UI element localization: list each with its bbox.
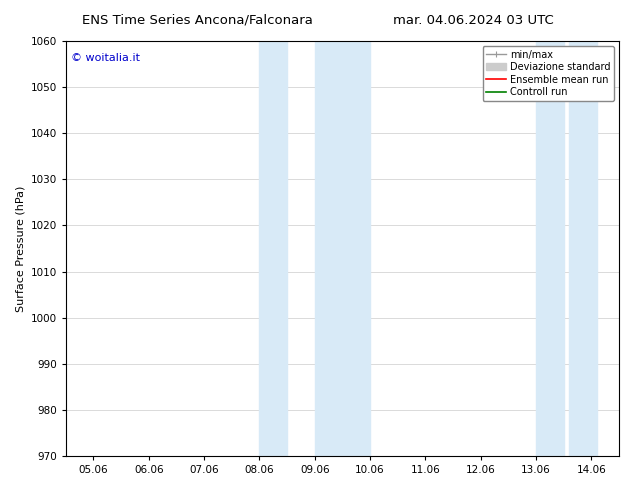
Y-axis label: Surface Pressure (hPa): Surface Pressure (hPa)	[15, 185, 25, 312]
Bar	[569, 41, 597, 456]
Bar	[259, 41, 287, 456]
Bar	[314, 41, 370, 456]
Text: © woitalia.it: © woitalia.it	[72, 53, 140, 64]
Bar	[536, 41, 564, 456]
Legend: min/max, Deviazione standard, Ensemble mean run, Controll run: min/max, Deviazione standard, Ensemble m…	[482, 46, 614, 101]
Text: mar. 04.06.2024 03 UTC: mar. 04.06.2024 03 UTC	[393, 14, 554, 27]
Text: ENS Time Series Ancona/Falconara: ENS Time Series Ancona/Falconara	[82, 14, 313, 27]
